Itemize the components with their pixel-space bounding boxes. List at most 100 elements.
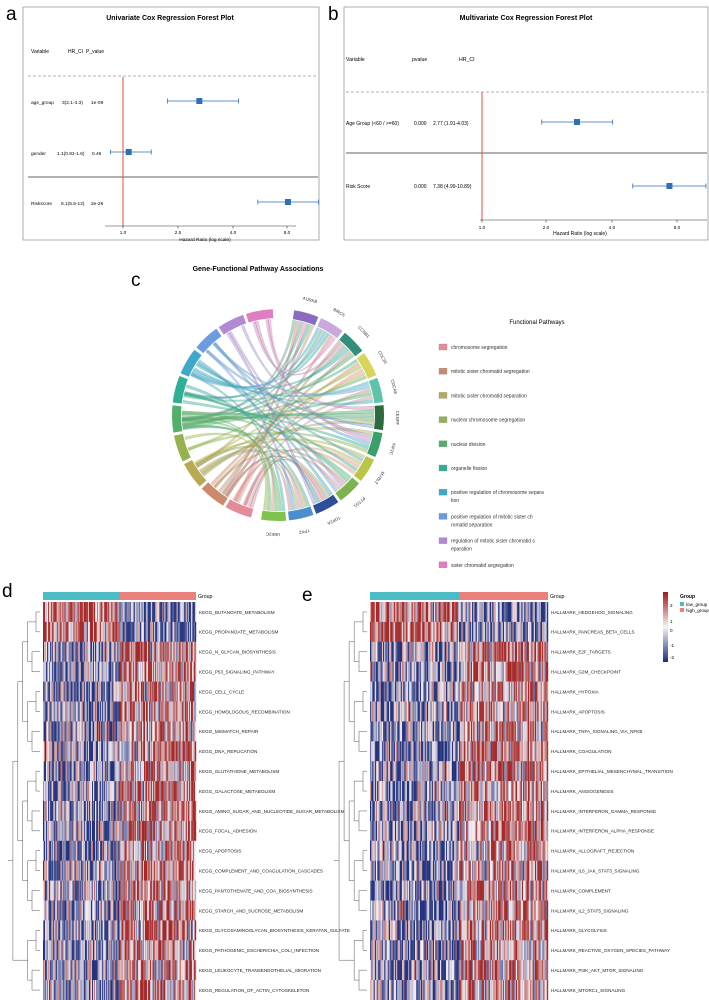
heatmap-d-cell	[82, 721, 84, 742]
heatmap-e-cell	[464, 602, 467, 623]
heatmap-d-cell	[141, 602, 144, 623]
heatmap-e-cell	[517, 801, 519, 822]
heatmap-d-cell	[89, 781, 92, 802]
heatmap-d-cell	[46, 621, 48, 642]
heatmap-d-cell	[128, 900, 130, 921]
heatmap-d-cell	[70, 621, 72, 642]
heatmap-e-cell	[387, 602, 390, 623]
heatmap-e-cell	[462, 661, 464, 682]
heatmap-d-cell	[60, 920, 62, 941]
heatmap-d-cell	[163, 621, 165, 642]
heatmap-d-cell	[44, 641, 46, 662]
heatmap-d-cell	[98, 820, 100, 841]
heatmap-e-cell	[504, 681, 506, 702]
heatmap-e-cell	[386, 820, 388, 841]
heatmap-d-cell	[193, 721, 196, 742]
heatmap-d-cell	[182, 761, 184, 782]
heatmap-e-cell	[391, 761, 393, 782]
heatmap-d-cell	[47, 681, 49, 702]
heatmap-d-cell	[190, 960, 193, 981]
heatmap-e-cell	[416, 602, 418, 623]
heatmap-d-cell	[47, 721, 49, 742]
heatmap-e-cell	[506, 761, 508, 782]
heatmap-e-cell	[512, 781, 514, 802]
heatmap-e-cell	[409, 820, 411, 841]
heatmap-e-cell	[506, 661, 508, 682]
heatmap-d-cell	[119, 900, 121, 921]
heatmap-e-cell	[529, 801, 531, 822]
heatmap-d-cell	[157, 681, 159, 702]
heatmap-e-cell	[418, 721, 421, 742]
heatmap-e-cell	[411, 761, 413, 782]
heatmap-d-cell	[90, 860, 93, 881]
chord-gene-sector	[312, 494, 339, 514]
heatmap-d-cell	[117, 741, 119, 762]
heatmap-d-cell	[74, 920, 76, 941]
heatmap-e-cell	[463, 741, 466, 762]
heatmap-e-cell	[507, 681, 510, 702]
heatmap-d-cell	[166, 701, 168, 722]
heatmap-e-cell	[405, 641, 407, 662]
heatmap-e-cell	[411, 721, 413, 742]
heatmap-e-cell	[435, 602, 437, 623]
heatmap-e-cell	[393, 801, 396, 822]
heatmap-d-cell	[60, 661, 62, 682]
heatmap-d-cell	[107, 980, 109, 1000]
heatmap-d-cell	[155, 980, 157, 1000]
heatmap-e-cell	[491, 602, 493, 623]
heatmap-d-cell	[103, 721, 105, 742]
heatmap-d-cell	[152, 860, 154, 881]
heatmap-e-cell	[419, 621, 422, 642]
heatmap-d-cell	[94, 920, 96, 941]
heatmap-d-cell	[107, 721, 109, 742]
heatmap-d-cell	[110, 721, 112, 742]
heatmap-d-cell	[56, 661, 58, 682]
heatmap-d-cell	[49, 820, 51, 841]
heatmap-e-cell	[397, 741, 399, 762]
heatmap-d-cell	[175, 741, 177, 762]
heatmap-d-cell	[152, 920, 154, 941]
heatmap-d-cell	[165, 681, 167, 702]
heatmap-d-cell	[123, 721, 125, 742]
heatmap-d-cell	[161, 621, 163, 642]
heatmap-d-cell	[173, 681, 175, 702]
heatmap-e-cell	[466, 701, 468, 722]
heatmap-e-cell	[474, 661, 476, 682]
heatmap-d-cell	[54, 940, 56, 961]
heatmap-d-cell	[56, 840, 58, 861]
heatmap-e-cell	[521, 781, 524, 802]
heatmap-d-cell	[140, 681, 143, 702]
heatmap-e-cell	[498, 681, 500, 702]
heatmap-d-cell	[172, 681, 174, 702]
heatmap-d-cell	[57, 602, 59, 623]
chord-gene-label: CDC20	[377, 350, 388, 365]
heatmap-d-cell	[101, 840, 103, 861]
heatmap-d-cell	[176, 820, 178, 841]
heatmap-e-cell	[375, 602, 378, 623]
heatmap-d-cell	[53, 701, 55, 722]
heatmap-d-cell	[179, 820, 181, 841]
heatmap-e-cell	[491, 661, 493, 682]
heatmap-d-cell	[116, 681, 118, 702]
heatmap-e-cell	[431, 681, 434, 702]
heatmap-d-cell	[190, 761, 193, 782]
heatmap-d-cell	[81, 681, 83, 702]
heatmap-d-cell	[114, 801, 116, 822]
heatmap-e-cell	[476, 661, 479, 682]
heatmap-d-cell	[194, 900, 197, 921]
heatmap-e-cell	[383, 641, 385, 662]
heatmap-d-cell	[59, 741, 61, 762]
heatmap-e-cell	[386, 801, 388, 822]
heatmap-e-cell	[388, 781, 391, 802]
heatmap-d-cell	[148, 721, 150, 742]
heatmap-d-cell	[168, 602, 170, 623]
heatmap-e-cell	[421, 761, 423, 782]
heatmap-d-cell	[185, 721, 188, 742]
heatmap-d-cell	[185, 621, 188, 642]
heatmap-d-cell	[99, 761, 101, 782]
heatmap-e-cell	[390, 602, 392, 623]
heatmap-d-cell	[85, 661, 88, 682]
heatmap-e-cell	[519, 721, 521, 742]
heatmap-d-cell	[186, 840, 189, 861]
heatmap-d-cell	[145, 721, 147, 742]
